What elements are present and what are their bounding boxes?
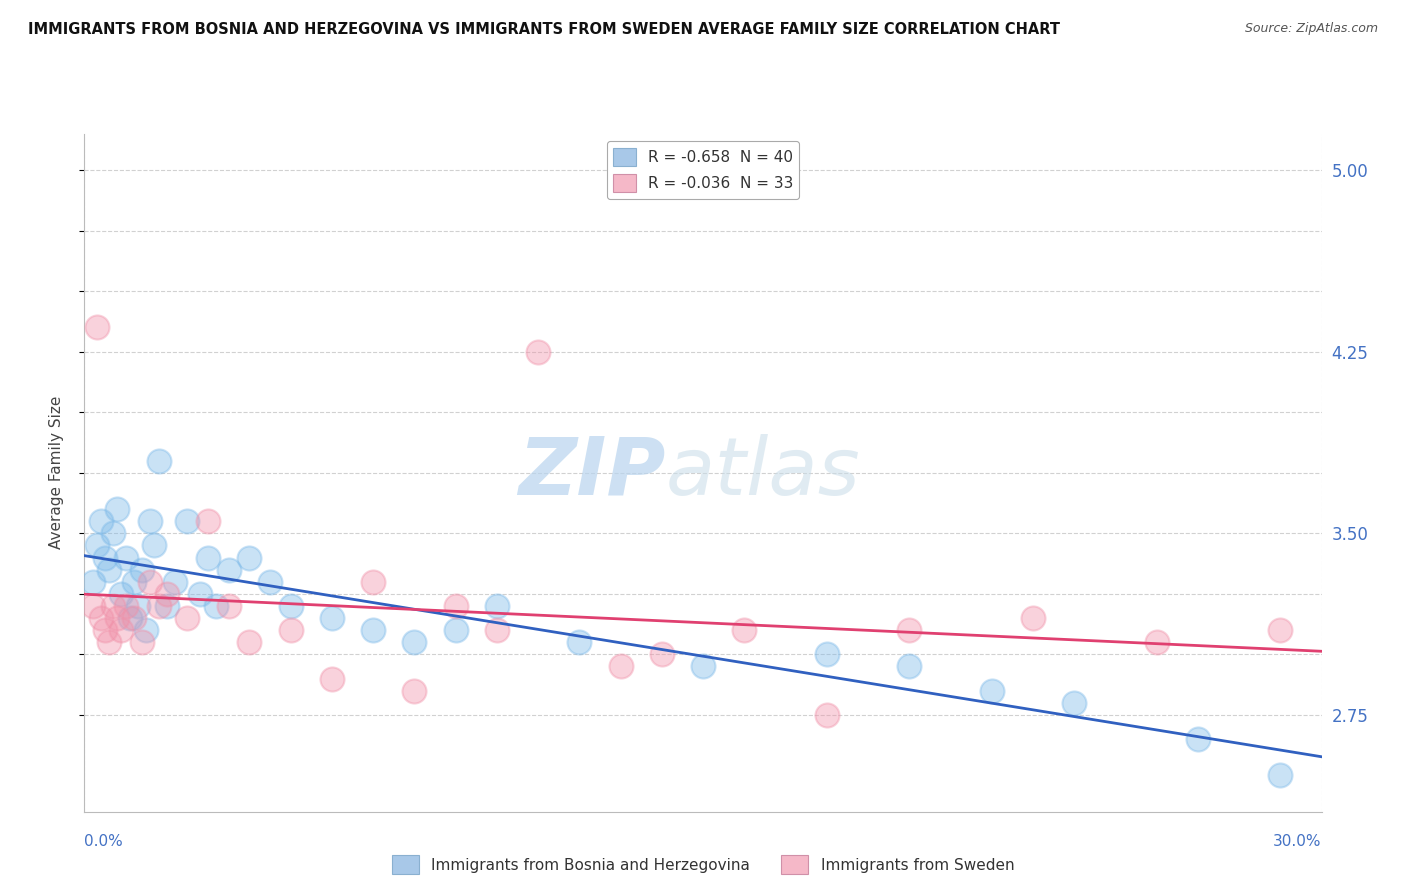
Point <box>94 550 117 565</box>
Point <box>156 587 179 601</box>
Point <box>280 623 302 637</box>
Point <box>238 635 260 649</box>
Point <box>131 635 153 649</box>
Point <box>238 550 260 565</box>
Point <box>139 514 162 528</box>
Point <box>165 574 187 589</box>
Point <box>898 659 921 673</box>
Point <box>143 538 166 552</box>
Point <box>122 611 145 625</box>
Point <box>148 599 170 613</box>
Point <box>135 623 157 637</box>
Point <box>1270 623 1292 637</box>
Point <box>118 611 141 625</box>
Point <box>90 514 112 528</box>
Y-axis label: Average Family Size: Average Family Size <box>49 396 63 549</box>
Text: IMMIGRANTS FROM BOSNIA AND HERZEGOVINA VS IMMIGRANTS FROM SWEDEN AVERAGE FAMILY : IMMIGRANTS FROM BOSNIA AND HERZEGOVINA V… <box>28 22 1060 37</box>
Point <box>114 550 136 565</box>
Point <box>321 672 343 686</box>
Point <box>651 648 673 662</box>
Point <box>361 623 384 637</box>
Point <box>218 599 240 613</box>
Text: 30.0%: 30.0% <box>1274 834 1322 849</box>
Point <box>94 623 117 637</box>
Point <box>1270 768 1292 782</box>
Point <box>110 623 132 637</box>
Point <box>86 538 108 552</box>
Point <box>444 623 467 637</box>
Point <box>568 635 591 649</box>
Point <box>105 611 128 625</box>
Point <box>898 623 921 637</box>
Point <box>218 563 240 577</box>
Point <box>86 320 108 334</box>
Point <box>176 514 198 528</box>
Point <box>1187 732 1209 747</box>
Point <box>110 587 132 601</box>
Point <box>980 683 1002 698</box>
Point <box>131 563 153 577</box>
Point <box>280 599 302 613</box>
Text: atlas: atlas <box>666 434 860 512</box>
Point <box>361 574 384 589</box>
Point <box>90 611 112 625</box>
Point <box>82 574 104 589</box>
Point <box>127 599 149 613</box>
Point <box>692 659 714 673</box>
Point <box>733 623 755 637</box>
Point <box>105 502 128 516</box>
Point <box>197 550 219 565</box>
Point <box>205 599 228 613</box>
Point <box>404 683 426 698</box>
Point <box>404 635 426 649</box>
Point <box>156 599 179 613</box>
Point <box>188 587 211 601</box>
Point <box>103 526 125 541</box>
Point <box>815 648 838 662</box>
Point <box>148 453 170 467</box>
Point <box>444 599 467 613</box>
Legend: Immigrants from Bosnia and Herzegovina, Immigrants from Sweden: Immigrants from Bosnia and Herzegovina, … <box>385 849 1021 880</box>
Point <box>1022 611 1045 625</box>
Point <box>82 599 104 613</box>
Point <box>139 574 162 589</box>
Text: 0.0%: 0.0% <box>84 834 124 849</box>
Point <box>114 599 136 613</box>
Point <box>103 599 125 613</box>
Point <box>485 599 508 613</box>
Point <box>176 611 198 625</box>
Point <box>98 635 121 649</box>
Point <box>485 623 508 637</box>
Point <box>815 707 838 722</box>
Point <box>1146 635 1168 649</box>
Point <box>321 611 343 625</box>
Text: ZIP: ZIP <box>519 434 666 512</box>
Point <box>1063 696 1085 710</box>
Point <box>98 563 121 577</box>
Text: Source: ZipAtlas.com: Source: ZipAtlas.com <box>1244 22 1378 36</box>
Legend: R = -0.658  N = 40, R = -0.036  N = 33: R = -0.658 N = 40, R = -0.036 N = 33 <box>606 142 800 199</box>
Point <box>197 514 219 528</box>
Point <box>609 659 631 673</box>
Point <box>527 344 550 359</box>
Point <box>122 574 145 589</box>
Point <box>259 574 281 589</box>
